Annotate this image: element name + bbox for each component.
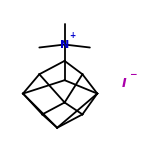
Text: +: + [69, 31, 75, 40]
Text: I: I [122, 77, 126, 90]
Text: −: − [129, 70, 136, 80]
Text: N: N [60, 40, 69, 50]
